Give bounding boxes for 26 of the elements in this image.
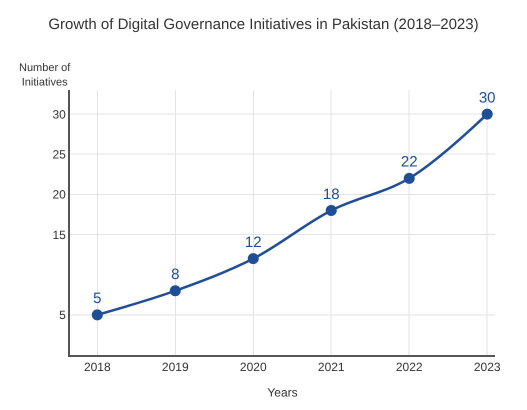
point <box>482 108 493 120</box>
y-axis-title: Number of Initiatives <box>19 62 72 88</box>
x-tick-label: 2022 <box>396 360 423 374</box>
y-tick-label: 20 <box>52 188 66 202</box>
y-tick-label: 5 <box>59 308 66 322</box>
point <box>326 204 337 216</box>
data-label: 8 <box>171 266 180 284</box>
x-tick-label: 2019 <box>162 360 189 374</box>
x-axis-title: Years <box>267 386 298 400</box>
y-tick-label: 15 <box>52 228 66 242</box>
y-tick-label: 30 <box>52 107 66 122</box>
x-tick-label: 2023 <box>474 360 501 374</box>
data-label: 5 <box>93 290 102 308</box>
data-label: 30 <box>478 89 496 106</box>
x-tick-label: 2018 <box>84 360 111 374</box>
data-label: 18 <box>322 186 340 203</box>
point <box>404 172 415 184</box>
x-tick-label: 2021 <box>318 360 345 374</box>
chart-title: Growth of Digital Governance Initiatives in Pakistan (2018–2023) <box>48 16 479 33</box>
point <box>248 253 259 264</box>
point <box>170 285 181 296</box>
y-tick-label: 25 <box>52 147 66 162</box>
point <box>92 309 103 320</box>
data-label: 12 <box>244 234 262 252</box>
data-label: 22 <box>400 154 418 171</box>
x-tick-label: 2020 <box>240 360 267 374</box>
